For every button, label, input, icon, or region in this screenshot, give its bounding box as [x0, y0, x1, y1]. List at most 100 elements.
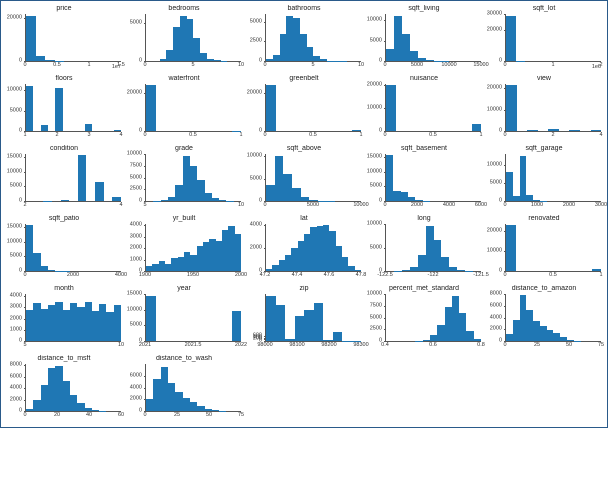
x-tick-label: 3: [87, 133, 90, 139]
x-tick-label: 1: [239, 133, 242, 139]
x-tick-label: -122.5: [377, 273, 393, 279]
x-tick-label: 0: [263, 203, 266, 209]
x-ticks: 0100020003000: [505, 202, 601, 212]
bar: [153, 379, 160, 411]
chart-greenbelt: greenbelt02000000.51: [245, 75, 363, 143]
y-tick-label: 3000: [10, 305, 22, 311]
y-tick-label: 7500: [370, 303, 382, 309]
bars: [146, 224, 241, 271]
y-tick-label: 0: [259, 198, 262, 204]
x-tick-label: 1: [23, 133, 26, 139]
bar: [48, 305, 55, 341]
chart-bedrooms: bedrooms050000510: [125, 5, 243, 73]
bar: [55, 302, 62, 341]
y-tick-label: 2000: [130, 245, 142, 251]
x-tick-label: 0: [23, 413, 26, 419]
bar: [77, 307, 84, 341]
bar: [214, 60, 221, 61]
y-tick-label: 15000: [7, 154, 22, 160]
plot-area: 0200040006000: [145, 364, 241, 412]
y-tick-label: 0: [499, 268, 502, 274]
x-tick-label: 5000: [307, 203, 319, 209]
y-tick-label: 20000: [487, 228, 502, 234]
x-tick-label: 47.4: [292, 273, 303, 279]
x-ticks: 47.247.447.647.8: [265, 272, 361, 282]
y-tick-label: 20000: [247, 90, 262, 96]
bars: [146, 14, 241, 61]
x-tick-label: 0.5: [549, 273, 557, 279]
bar: [355, 270, 361, 271]
y-tick-label: 3000: [130, 234, 142, 240]
bar: [426, 60, 434, 61]
chart-bathrooms: bathrooms0250050000510: [245, 5, 363, 73]
chart-waterfront: waterfront02000000.51: [125, 75, 243, 143]
plot-area: 020000300001e6: [505, 14, 601, 62]
y-tick-label: 5000: [130, 323, 142, 329]
chart-title: greenbelt: [245, 75, 363, 83]
x-tick-label: 1.5: [117, 63, 125, 69]
bar: [445, 307, 452, 341]
x-tick-label: 10: [118, 343, 124, 349]
bar: [166, 50, 173, 61]
bars: [266, 154, 361, 201]
x-tick-label: 0: [143, 63, 146, 69]
bar: [285, 339, 295, 341]
x-ticks: 00.51: [505, 272, 601, 282]
chart-title: sqft_patio: [5, 215, 123, 223]
y-tick-label: 20000: [7, 16, 22, 22]
y-tick-label: 15000: [367, 154, 382, 160]
chart-title: grade: [125, 145, 243, 153]
x-tick-label: 1000: [531, 203, 543, 209]
bar: [266, 59, 273, 61]
bar: [527, 130, 538, 131]
plot-area: 01000200030004000: [145, 224, 241, 272]
y-tick-label: 0: [499, 198, 502, 204]
y-tick-label: 0: [139, 58, 142, 64]
chart-distance-to-wash: distance_to_wash02000400060000255075: [125, 355, 243, 423]
chart-lat: lat02000400047.247.447.647.8: [245, 215, 363, 283]
chart-nuisance: nuisance0100002000000.51: [365, 75, 483, 143]
y-tick-label: 10000: [7, 169, 22, 175]
y-tick-label: 0: [379, 198, 382, 204]
y-tick-label: 2000: [10, 397, 22, 403]
x-ticks: 0204060: [25, 412, 121, 422]
x-tick-label: 2000: [411, 203, 423, 209]
x-tick-label: 98000: [257, 343, 272, 349]
x-tick-label: 98100: [289, 343, 304, 349]
y-tick-label: 10000: [367, 221, 382, 227]
chart-price: price0200001e700.511.5: [5, 5, 123, 73]
bar: [205, 193, 212, 201]
bar: [114, 305, 121, 341]
x-tick-label: 1: [479, 133, 482, 139]
bars: [146, 84, 241, 131]
y-tick-label: 4000: [10, 293, 22, 299]
y-tick-label: 2500: [250, 39, 262, 45]
bar: [415, 200, 422, 201]
bar: [41, 125, 48, 131]
x-tick-label: 10: [238, 203, 244, 209]
chart-year: year05000100001500020212021.52022: [125, 285, 243, 353]
bar: [408, 197, 415, 201]
bar: [300, 34, 307, 61]
bar: [386, 85, 396, 131]
plot-area: 0200001e7: [25, 14, 121, 62]
x-tick-label: 0.5: [309, 133, 317, 139]
plot-area: 025005000: [265, 14, 361, 62]
y-tick-label: 4000: [490, 315, 502, 321]
bar: [275, 156, 284, 201]
x-tick-label: 1: [87, 63, 90, 69]
chart-sqft-lot: sqft_lot020000300001e6012: [485, 5, 603, 73]
x-tick-label: 3000: [595, 203, 607, 209]
chart-title: price: [5, 5, 123, 13]
y-tick-label: 1000: [10, 327, 22, 333]
x-ticks: 00.51: [145, 132, 241, 142]
bar: [410, 267, 418, 271]
chart-sqft-above: sqft_above05000100000500010000: [245, 145, 363, 213]
bar: [506, 16, 516, 61]
bar: [173, 27, 180, 61]
bar: [41, 309, 48, 341]
y-tick-label: 2000: [490, 327, 502, 333]
plot-area: 02000400060008000: [505, 294, 601, 342]
y-tick-label: 2500: [370, 327, 382, 333]
bar: [307, 47, 314, 61]
